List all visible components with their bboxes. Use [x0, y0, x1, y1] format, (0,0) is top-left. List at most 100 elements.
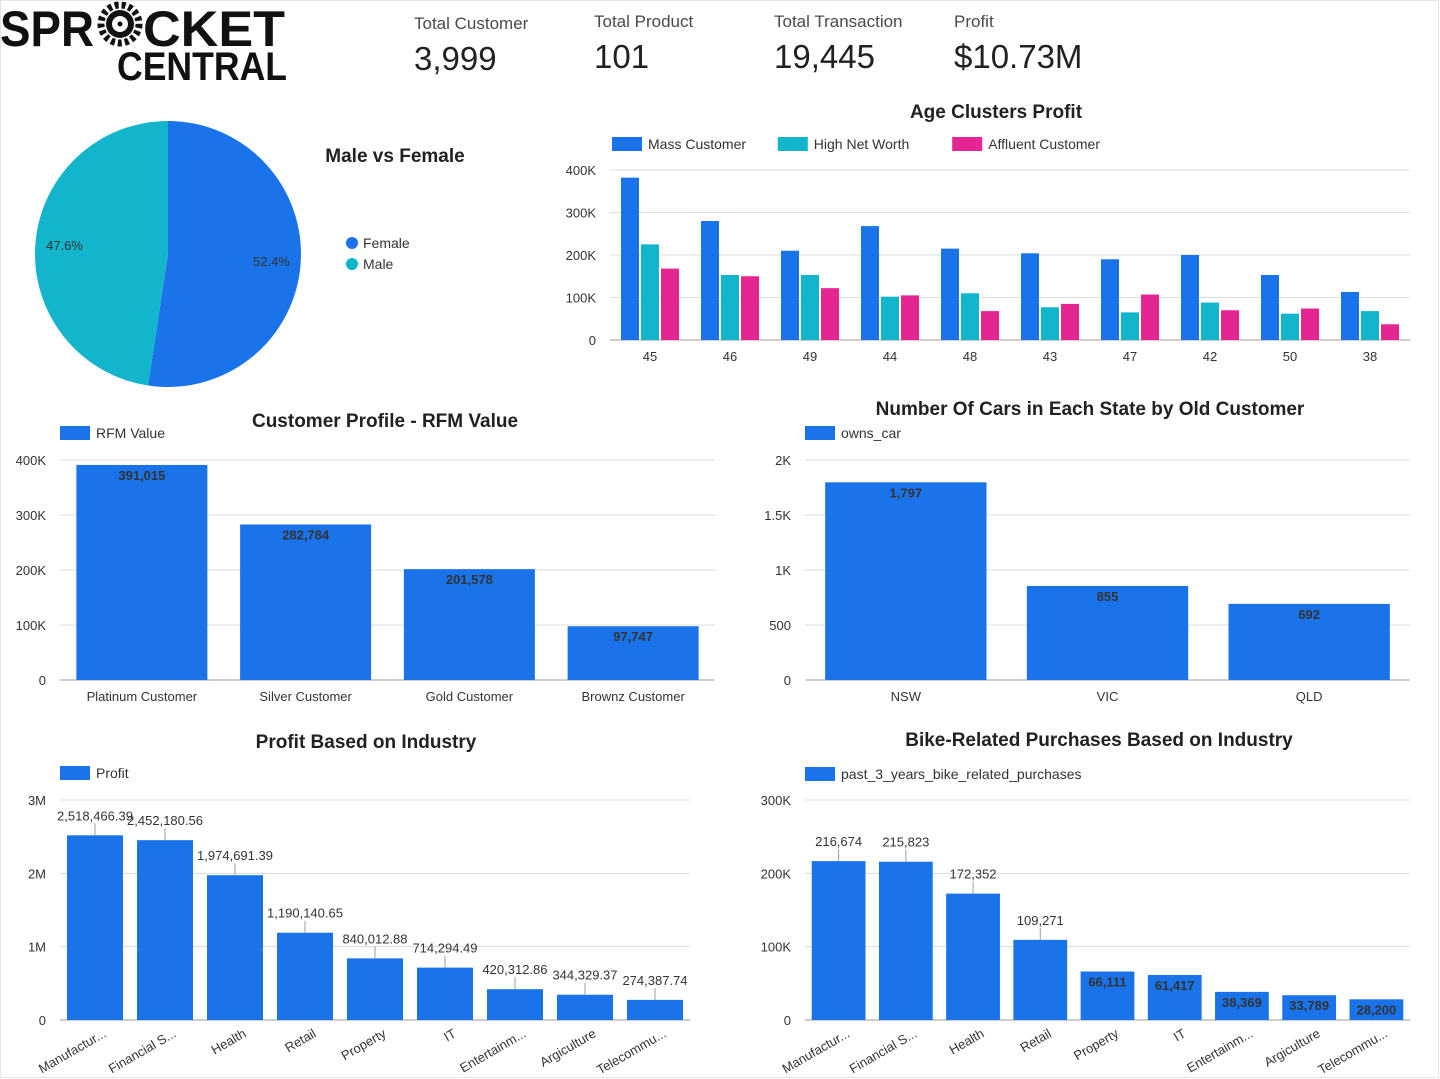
bar	[901, 295, 919, 340]
x-tick-label: Gold Customer	[426, 689, 514, 704]
data-label: 840,012.88	[342, 931, 407, 946]
bar	[825, 482, 987, 680]
pie-slice-label: 47.6%	[46, 238, 83, 253]
y-tick-label: 300K	[761, 793, 792, 808]
data-label: 38,369	[1222, 995, 1262, 1010]
y-tick-label: 200K	[566, 248, 597, 263]
legend-marker	[60, 766, 90, 780]
x-tick-label: NSW	[891, 689, 922, 704]
bar	[1101, 259, 1119, 340]
x-tick-label: Retail	[1017, 1026, 1053, 1056]
x-tick-label: Property	[338, 1025, 388, 1063]
data-label: 61,417	[1155, 978, 1195, 993]
kpi-value: $10.73M	[954, 38, 1083, 75]
y-tick-label: 100K	[16, 618, 47, 633]
bar	[1181, 255, 1199, 340]
kpi-total-transaction: Total Transaction 19,445	[774, 12, 903, 76]
bar	[567, 626, 699, 680]
bar	[811, 861, 866, 1020]
bar	[1282, 995, 1337, 1020]
data-label: 28,200	[1357, 1002, 1397, 1017]
legend-label: Male	[363, 256, 394, 272]
pie-slice-female	[148, 121, 301, 387]
y-tick-label: 3M	[28, 793, 46, 808]
sprocket-gear-icon	[97, 1, 143, 47]
svg-text:CKET: CKET	[143, 1, 285, 57]
data-label: 714,294.49	[412, 941, 477, 956]
x-tick-label: 48	[963, 349, 977, 364]
kpi-total-customer: Total Customer 3,999	[414, 14, 528, 78]
bar	[701, 221, 719, 340]
data-label: 215,823	[882, 835, 929, 850]
bar	[1281, 313, 1299, 340]
legend-marker	[60, 426, 90, 440]
pie-slice-label: 52.4%	[253, 254, 290, 269]
bar	[981, 311, 999, 340]
bar	[1147, 974, 1202, 1020]
legend-label: owns_car	[841, 425, 901, 441]
x-tick-label: IT	[441, 1026, 459, 1045]
y-tick-label: 500	[769, 618, 791, 633]
gender-pie-chart: Male vs Female 52.4% Female 47.6% Male	[34, 121, 465, 387]
x-tick-label: 44	[883, 349, 897, 364]
x-tick-label: Financial S...	[847, 1026, 920, 1077]
kpi-value: 19,445	[774, 38, 875, 75]
y-tick-label: 0	[39, 673, 46, 688]
bar	[627, 999, 683, 1020]
y-tick-label: 0	[784, 1013, 791, 1028]
data-label: 33,789	[1289, 998, 1329, 1013]
bar	[1228, 603, 1390, 680]
x-tick-label: Financial S...	[106, 1026, 179, 1077]
kpi-total-product: Total Product 101	[594, 12, 693, 76]
legend-label: Profit	[96, 765, 129, 781]
bar	[1080, 971, 1135, 1020]
data-label: 274,387.74	[622, 973, 687, 988]
chart-title: Profit Based on Industry	[256, 732, 477, 753]
age-clusters-bar-chart: Age Clusters Profit 0 100K 200K 300K 400K Mass…	[566, 102, 1410, 364]
industry-bike-purchases-bar-chart: Bike-Related Purchases Based on Industry…	[761, 730, 1410, 1077]
x-tick-label: 47	[1123, 349, 1137, 364]
bar	[1341, 291, 1359, 340]
kpi-label: Total Product	[594, 12, 694, 31]
y-tick-label: 2M	[28, 866, 46, 881]
x-tick-label: Entertainm...	[457, 1026, 528, 1076]
x-tick-label: Argiculture	[1261, 1026, 1322, 1070]
data-label: 109,271	[1017, 913, 1064, 928]
bar	[1013, 939, 1068, 1020]
bar	[961, 293, 979, 340]
data-label: 97,747	[613, 629, 653, 644]
x-tick-label: 42	[1203, 349, 1217, 364]
data-label: 1,797	[890, 485, 923, 500]
y-tick-label: 200K	[761, 866, 792, 881]
svg-text:CENTRAL: CENTRAL	[117, 45, 287, 89]
x-tick-label: Brownz Customer	[581, 689, 685, 704]
bar	[67, 835, 123, 1020]
chart-title: Number Of Cars in Each State by Old Cust…	[876, 399, 1305, 420]
cars-by-state-bar-chart: Number Of Cars in Each State by Old Cust…	[764, 399, 1410, 704]
bar	[1026, 585, 1189, 680]
legend-label: past_3_years_bike_related_purchases	[841, 766, 1082, 782]
y-tick-label: 400K	[16, 453, 47, 468]
bar	[821, 288, 839, 340]
bar	[347, 958, 403, 1020]
x-tick-label: Argiculture	[537, 1026, 598, 1070]
x-tick-label: Property	[1071, 1025, 1121, 1063]
x-tick-label: Health	[208, 1026, 248, 1058]
data-label: 66,111	[1088, 975, 1126, 990]
bar	[721, 274, 739, 340]
rfm-bar-chart: Customer Profile - RFM Value 0 100K 200K 300…	[16, 411, 715, 704]
bar	[1121, 312, 1139, 340]
chart-title: Bike-Related Purchases Based on Industry	[905, 730, 1293, 751]
bar	[76, 464, 208, 680]
bar	[240, 524, 372, 680]
data-label: 216,674	[815, 834, 862, 849]
y-tick-label: 0	[784, 673, 791, 688]
bar	[878, 861, 933, 1020]
legend-marker	[777, 137, 808, 151]
bar	[1215, 991, 1269, 1020]
bar	[403, 569, 535, 680]
x-tick-label: QLD	[1296, 689, 1323, 704]
bar	[1141, 294, 1159, 340]
kpi-label: Total Customer	[414, 14, 529, 33]
bar	[941, 248, 959, 340]
